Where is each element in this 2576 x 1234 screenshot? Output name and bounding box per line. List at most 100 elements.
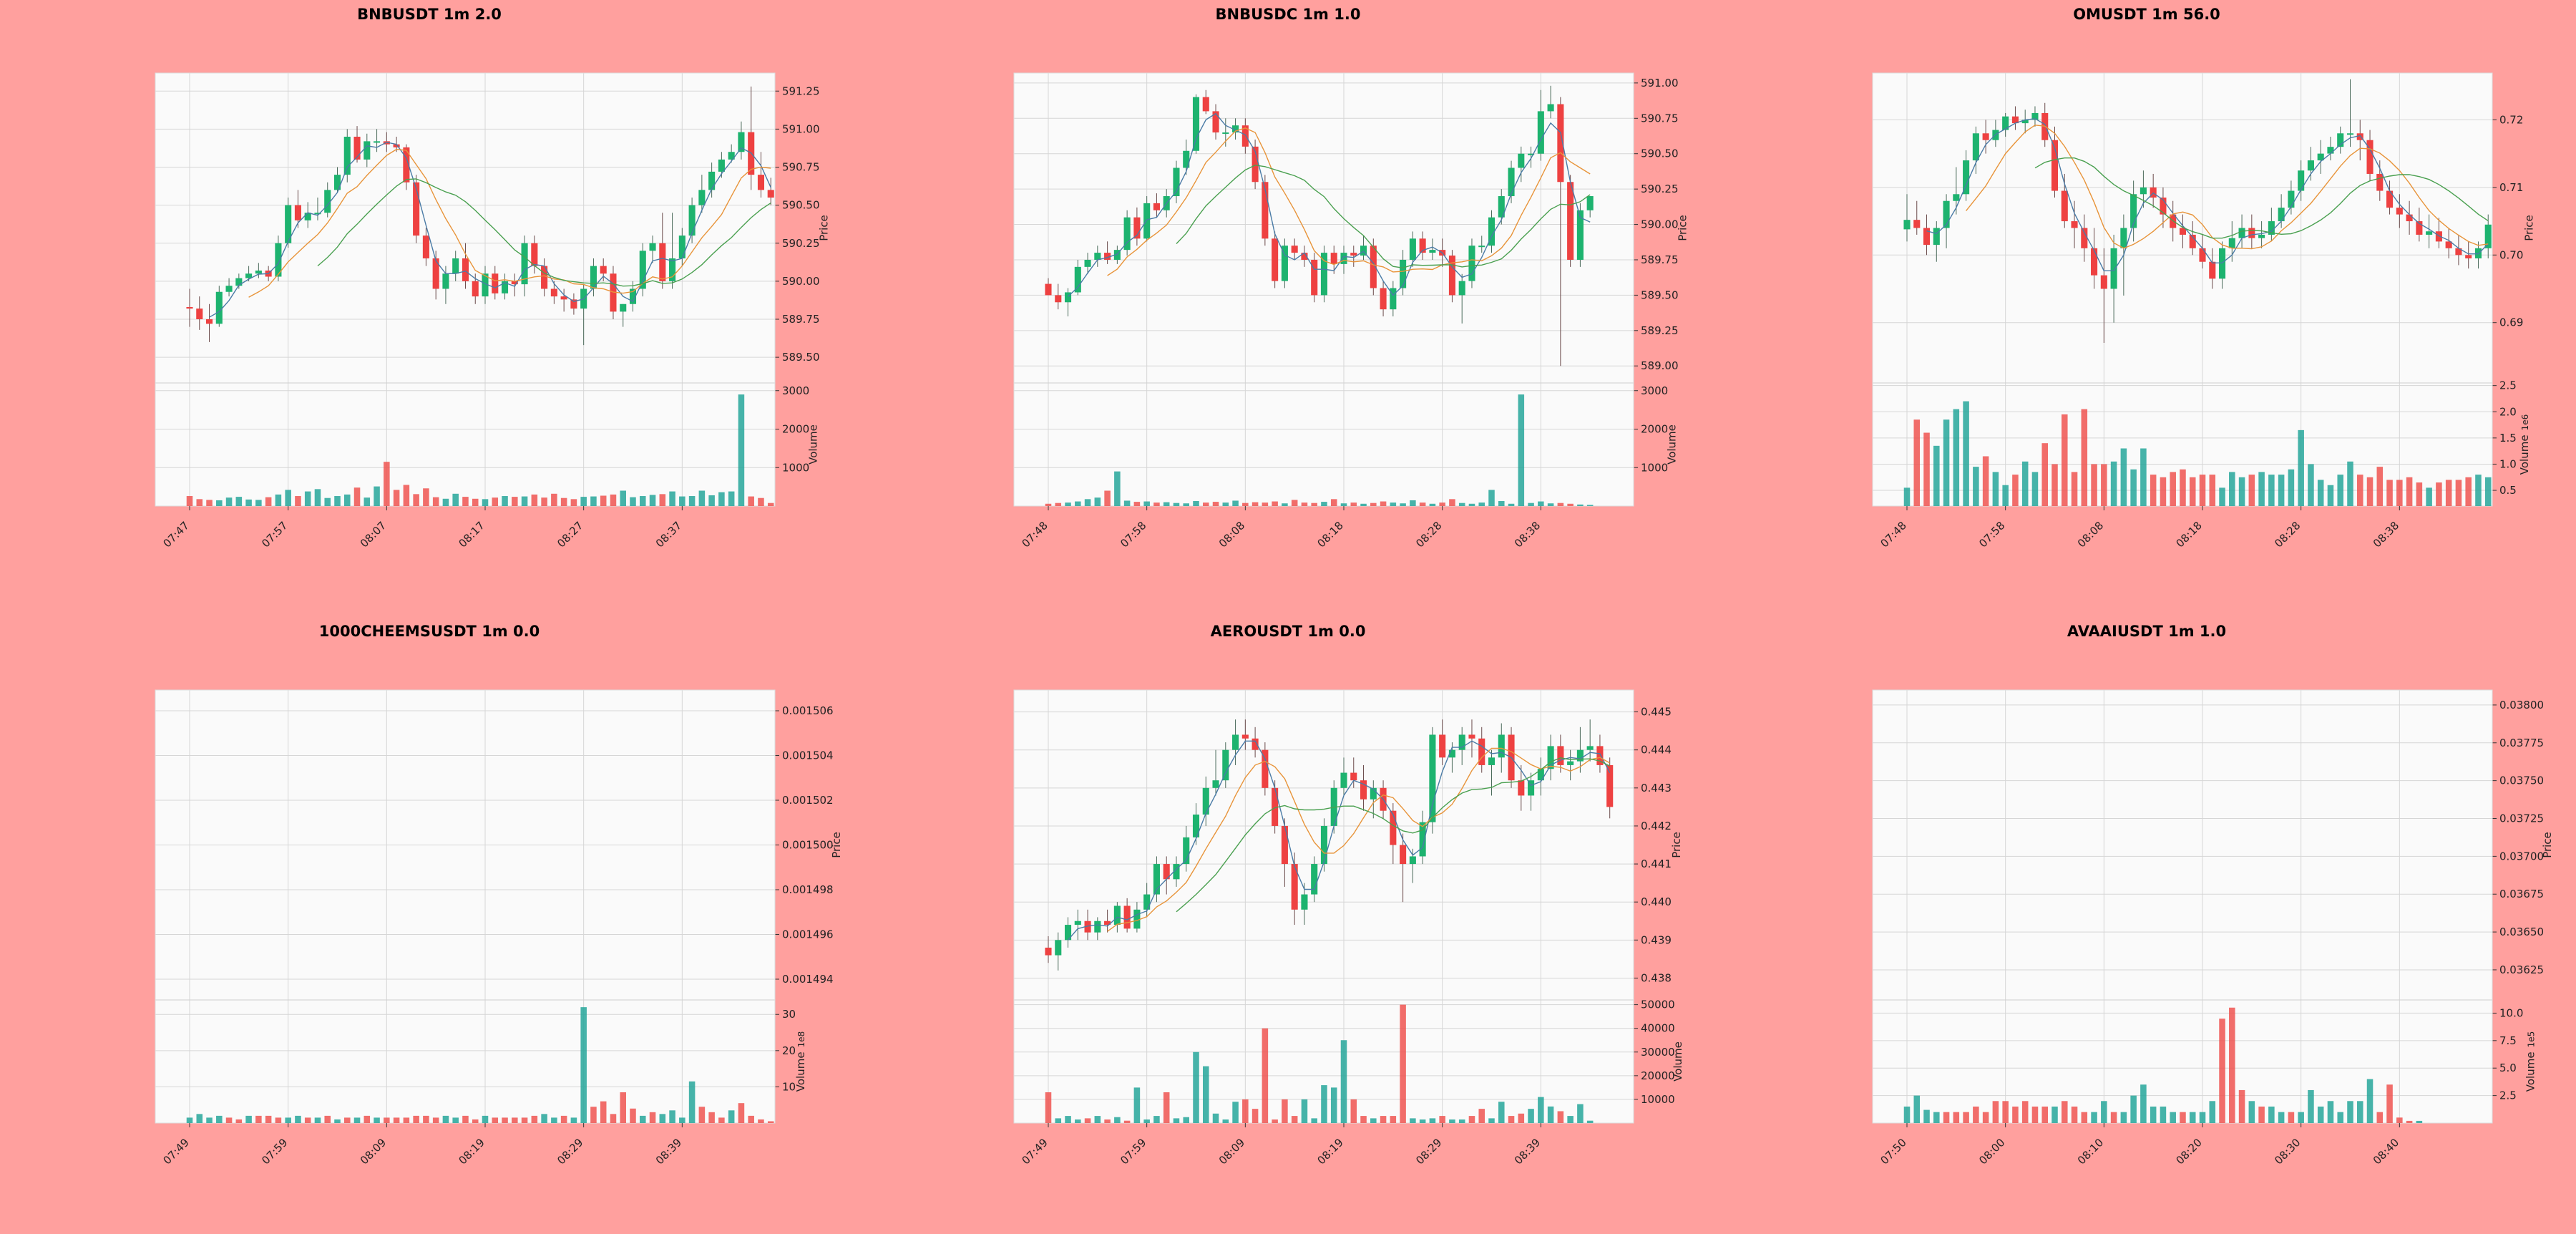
volume-bar bbox=[541, 1114, 547, 1123]
volume-bar bbox=[1301, 502, 1308, 506]
candle-body bbox=[659, 243, 666, 281]
price-tick-label: 0.03650 bbox=[2499, 926, 2544, 938]
candle-body bbox=[2021, 120, 2029, 124]
candle-body bbox=[1241, 125, 1249, 147]
volume-bar bbox=[2170, 472, 2176, 506]
volume-bar bbox=[186, 1117, 193, 1123]
volume-bar bbox=[1045, 1092, 1052, 1123]
candle-body bbox=[472, 281, 479, 297]
volume-bar bbox=[1498, 1102, 1505, 1123]
candle-body bbox=[2406, 214, 2413, 222]
price-tick-label: 589.00 bbox=[1641, 359, 1679, 372]
volume-bar bbox=[639, 1115, 646, 1123]
moving-average-line bbox=[2034, 157, 2489, 239]
volume-bar bbox=[620, 1092, 627, 1123]
volume-tick-label: 10.0 bbox=[2499, 1006, 2523, 1019]
candle-body bbox=[1567, 182, 1574, 260]
candle-body bbox=[2337, 133, 2344, 147]
volume-bar bbox=[2327, 485, 2334, 506]
candle-body bbox=[1163, 864, 1170, 880]
volume-bar bbox=[698, 1107, 706, 1123]
candle-body bbox=[2130, 194, 2137, 228]
candle-body bbox=[1518, 780, 1525, 796]
volume-tick-label: 2.5 bbox=[2499, 379, 2517, 392]
candle-body bbox=[698, 190, 706, 205]
x-tick-label: 08:19 bbox=[1315, 1136, 1346, 1167]
candle-body bbox=[2209, 261, 2216, 279]
candle-body bbox=[2051, 140, 2059, 191]
volume-bar bbox=[2140, 1084, 2147, 1123]
volume-bar bbox=[2140, 448, 2147, 506]
candle-body bbox=[1360, 246, 1367, 256]
chart-panel: AVAAIUSDT 1m 1.0 0.03625 0.03650 0.03675 0.0… bbox=[1717, 617, 2576, 1234]
candle-body bbox=[1291, 246, 1298, 253]
volume-bar bbox=[423, 1115, 429, 1123]
price-tick-label: 590.25 bbox=[1641, 183, 1679, 195]
candle-body bbox=[1596, 746, 1604, 765]
price-tick-label: 0.441 bbox=[1641, 858, 1672, 870]
volume-axis-name: Volume bbox=[806, 424, 819, 465]
volume-bar bbox=[1943, 1112, 1950, 1123]
volume-bar bbox=[1065, 1116, 1071, 1123]
volume-bar bbox=[2455, 480, 2462, 506]
candle-body bbox=[2268, 221, 2275, 235]
volume-bar bbox=[2012, 1106, 2019, 1123]
x-tick-label: 08:18 bbox=[2174, 519, 2205, 550]
price-tick-label: 0.442 bbox=[1641, 820, 1672, 832]
candle-body bbox=[1448, 256, 1455, 296]
x-tick-label: 08:29 bbox=[1413, 1136, 1444, 1167]
candle-body bbox=[2071, 221, 2078, 228]
volume-bar bbox=[1429, 1118, 1436, 1123]
price-tick-label: 589.75 bbox=[1641, 253, 1679, 266]
price-tick-label: 589.25 bbox=[1641, 324, 1679, 337]
volume-bar bbox=[255, 1115, 262, 1123]
candle-body bbox=[620, 303, 627, 312]
volume-bar bbox=[1153, 502, 1160, 506]
candle-body bbox=[2327, 147, 2334, 154]
volume-bar bbox=[1045, 503, 1052, 506]
volume-tick-label: 2.0 bbox=[2499, 405, 2517, 418]
volume-bar bbox=[738, 394, 745, 506]
volume-bar bbox=[1094, 1116, 1101, 1123]
volume-scale-label: 1e6 bbox=[2520, 414, 2530, 431]
candle-body bbox=[1212, 780, 1219, 788]
candle-body bbox=[1281, 825, 1288, 865]
volume-bar bbox=[521, 496, 528, 506]
volume-bar bbox=[1982, 1112, 1989, 1123]
volume-bar bbox=[1380, 1116, 1387, 1123]
price-tick-label: 0.001498 bbox=[782, 883, 834, 896]
volume-bar bbox=[590, 496, 597, 506]
candle-body bbox=[1153, 864, 1160, 895]
volume-bar bbox=[1439, 502, 1445, 506]
candle-body bbox=[492, 273, 499, 293]
volume-bar bbox=[1923, 432, 1930, 506]
x-tick-label: 07:59 bbox=[259, 1136, 290, 1167]
candle-body bbox=[600, 266, 607, 274]
volume-bar bbox=[560, 497, 567, 506]
candle-body bbox=[482, 273, 489, 297]
volume-bar bbox=[2209, 475, 2216, 506]
volume-bar bbox=[1163, 502, 1170, 506]
volume-bar bbox=[1449, 1119, 1455, 1123]
volume-bar bbox=[551, 1117, 557, 1123]
x-tick-label: 07:59 bbox=[1118, 1136, 1148, 1167]
candle-body bbox=[374, 141, 381, 143]
candle-body bbox=[2218, 248, 2226, 279]
price-tick-label: 589.75 bbox=[782, 313, 820, 326]
volume-bar bbox=[1094, 497, 1101, 506]
candle-body bbox=[2199, 248, 2206, 262]
candle-body bbox=[1133, 217, 1141, 239]
volume-bar bbox=[630, 497, 636, 506]
candle-body bbox=[1064, 292, 1072, 303]
volume-bar bbox=[521, 1117, 528, 1123]
candle-body bbox=[2465, 255, 2472, 258]
volume-bar bbox=[2278, 475, 2285, 506]
candle-body bbox=[531, 243, 538, 266]
volume-bar bbox=[590, 1107, 597, 1123]
candle-body bbox=[1104, 920, 1111, 926]
volume-bar bbox=[748, 496, 754, 506]
volume-bar bbox=[2337, 475, 2344, 506]
volume-bar bbox=[1133, 1087, 1141, 1123]
volume-tick-label: 20000 bbox=[1641, 1069, 1675, 1082]
candle-body bbox=[1113, 250, 1121, 260]
